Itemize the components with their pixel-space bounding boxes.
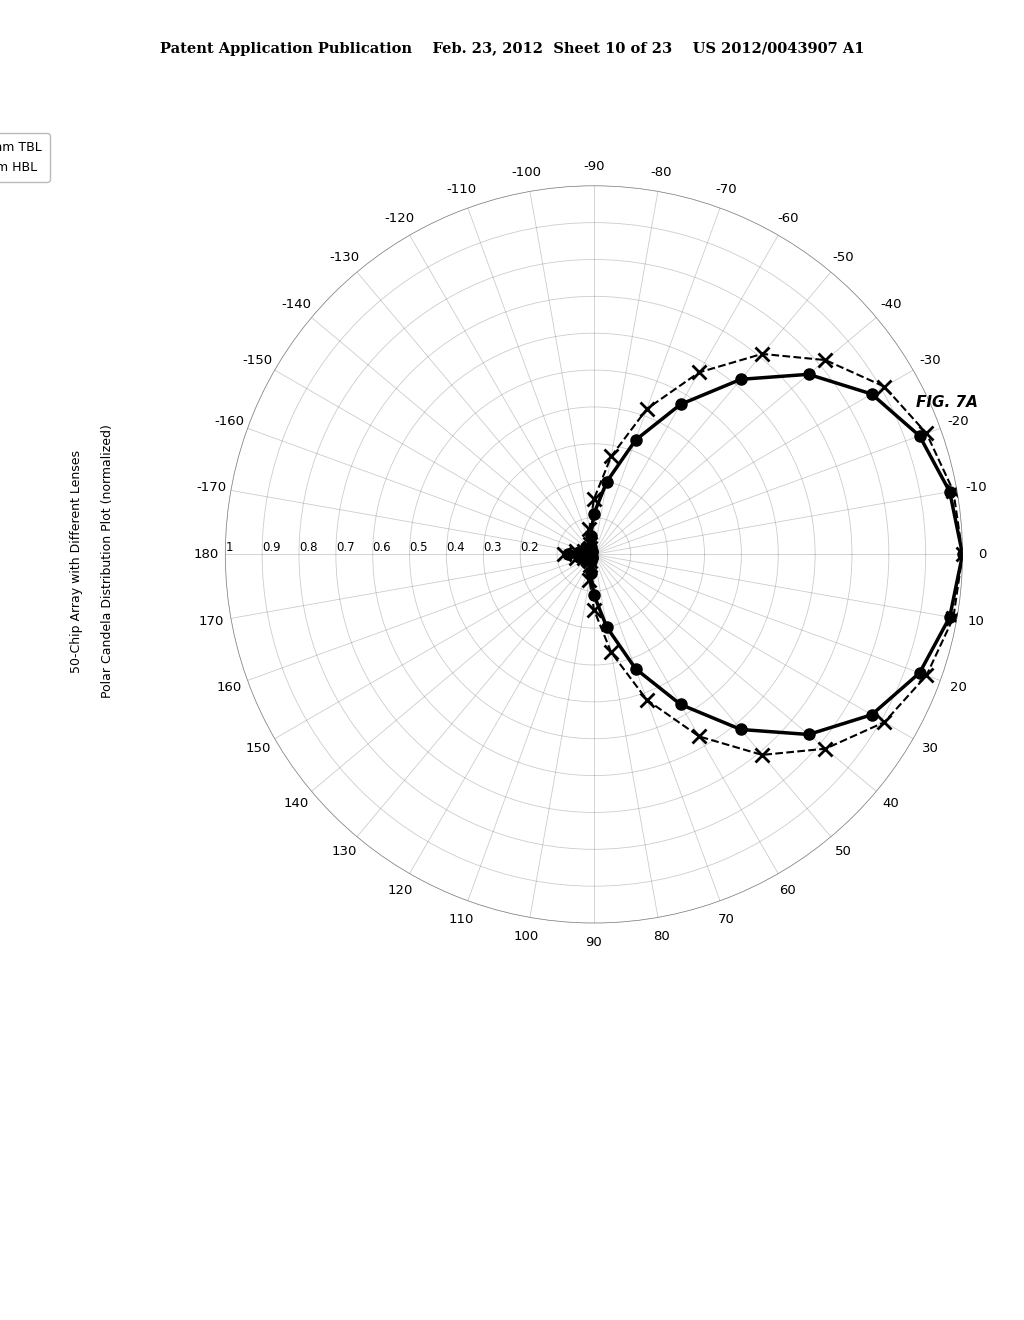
Text: Patent Application Publication    Feb. 23, 2012  Sheet 10 of 23    US 2012/00439: Patent Application Publication Feb. 23, … bbox=[160, 42, 864, 57]
Text: 50-Chip Array with Different Lenses: 50-Chip Array with Different Lenses bbox=[71, 450, 83, 672]
Legend: *15 mm TBL, 15 mm HBL: *15 mm TBL, 15 mm HBL bbox=[0, 133, 49, 182]
Text: FIG. 7A: FIG. 7A bbox=[916, 395, 978, 411]
Text: Polar Candela Distribution Plot (normalized): Polar Candela Distribution Plot (normali… bbox=[101, 424, 114, 698]
